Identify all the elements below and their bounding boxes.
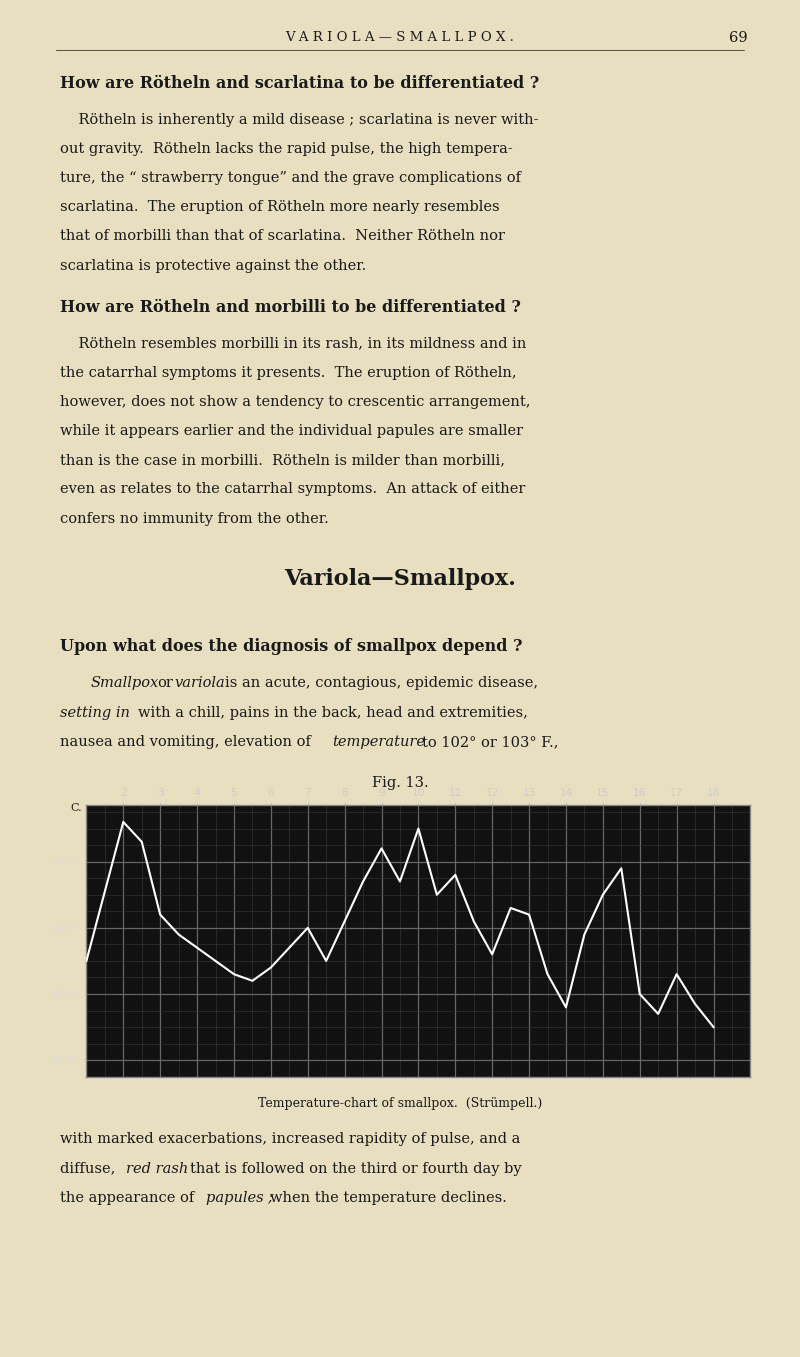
Text: is an acute, contagious, epidemic disease,: is an acute, contagious, epidemic diseas… <box>225 676 538 691</box>
Text: scarlatina is protective against the other.: scarlatina is protective against the oth… <box>60 258 366 273</box>
Text: Smallpox: Smallpox <box>90 676 158 691</box>
Text: ture, the “ strawberry tongue” and the grave complications of: ture, the “ strawberry tongue” and the g… <box>60 171 521 185</box>
Text: confers no immunity from the other.: confers no immunity from the other. <box>60 512 329 525</box>
Text: setting in: setting in <box>60 706 130 719</box>
Text: 69: 69 <box>730 31 748 45</box>
Text: How are Rötheln and morbilli to be differentiated ?: How are Rötheln and morbilli to be diffe… <box>60 299 521 316</box>
Text: when the temperature declines.: when the temperature declines. <box>270 1190 507 1205</box>
Text: scarlatina.  The eruption of Rötheln more nearly resembles: scarlatina. The eruption of Rötheln more… <box>60 199 500 214</box>
Text: even as relates to the catarrhal symptoms.  An attack of either: even as relates to the catarrhal symptom… <box>60 482 526 497</box>
Text: Upon what does the diagnosis of smallpox depend ?: Upon what does the diagnosis of smallpox… <box>60 638 522 655</box>
Text: the catarrhal symptoms it presents.  The eruption of Rötheln,: the catarrhal symptoms it presents. The … <box>60 365 517 380</box>
Text: however, does not show a tendency to crescentic arrangement,: however, does not show a tendency to cre… <box>60 395 530 408</box>
Text: Temperature-chart of smallpox.  (Strümpell.): Temperature-chart of smallpox. (Strümpel… <box>258 1096 542 1110</box>
Text: papules ;: papules ; <box>206 1190 273 1205</box>
Text: red rash: red rash <box>126 1162 188 1175</box>
Text: How are Rötheln and scarlatina to be differentiated ?: How are Rötheln and scarlatina to be dif… <box>60 75 539 92</box>
Text: Variola—Smallpox.: Variola—Smallpox. <box>284 567 516 590</box>
Text: V A R I O L A — S M A L L P O X .: V A R I O L A — S M A L L P O X . <box>286 31 514 45</box>
Text: out gravity.  Rötheln lacks the rapid pulse, the high tempera-: out gravity. Rötheln lacks the rapid pul… <box>60 142 513 156</box>
Text: than is the case in morbilli.  Rötheln is milder than morbilli,: than is the case in morbilli. Rötheln is… <box>60 453 505 467</box>
Text: nausea and vomiting, elevation of: nausea and vomiting, elevation of <box>60 734 311 749</box>
Text: diffuse,: diffuse, <box>60 1162 120 1175</box>
Text: to 102° or 103° F.,: to 102° or 103° F., <box>422 734 558 749</box>
Text: with marked exacerbations, increased rapidity of pulse, and a: with marked exacerbations, increased rap… <box>60 1132 520 1147</box>
Text: Fig. 13.: Fig. 13. <box>372 775 428 790</box>
Text: that of morbilli than that of scarlatina.  Neither Rötheln nor: that of morbilli than that of scarlatina… <box>60 229 505 243</box>
Text: temperature: temperature <box>332 734 425 749</box>
Text: while it appears earlier and the individual papules are smaller: while it appears earlier and the individ… <box>60 423 523 438</box>
Text: that is followed on the third or fourth day by: that is followed on the third or fourth … <box>190 1162 522 1175</box>
Text: or: or <box>157 676 173 691</box>
Text: with a chill, pains in the back, head and extremities,: with a chill, pains in the back, head an… <box>138 706 527 719</box>
Text: variola: variola <box>174 676 225 691</box>
Text: Rötheln is inherently a mild disease ; scarlatina is never with-: Rötheln is inherently a mild disease ; s… <box>60 113 538 126</box>
Text: the appearance of: the appearance of <box>60 1190 194 1205</box>
Text: C.: C. <box>70 802 82 813</box>
Text: Rötheln resembles morbilli in its rash, in its mildness and in: Rötheln resembles morbilli in its rash, … <box>60 337 526 350</box>
